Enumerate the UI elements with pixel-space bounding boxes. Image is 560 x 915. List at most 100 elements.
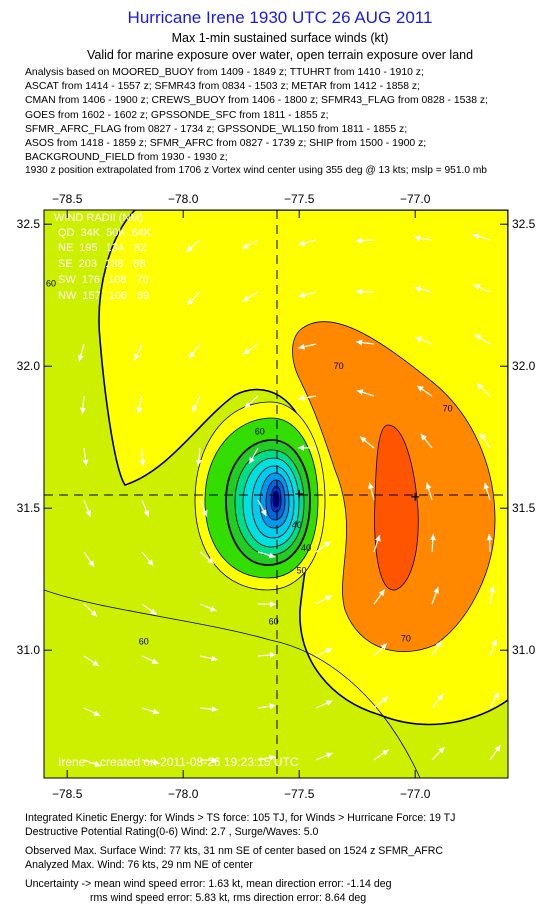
wind-arrow [141, 499, 150, 517]
analysis-line: ASCAT from 1414 - 1557 z; SFMR43 from 08… [25, 81, 421, 93]
wind-arrow [185, 239, 201, 253]
wind-radii-row: NW 157 106 59 [58, 290, 149, 302]
wind-arrow [191, 395, 201, 413]
wind-arrow [242, 291, 259, 302]
wind-arrow [242, 343, 259, 355]
wind-arrow [199, 603, 217, 612]
wind-arrow [136, 395, 143, 414]
wind-arrow [315, 541, 332, 553]
wind-radii-header: QD 34K 50K 64K [58, 227, 152, 239]
wind-radii-row: SE 203 138 88 [58, 258, 146, 270]
analysis-line: Analysis based on MOORED_BUOY from 1409 … [25, 67, 424, 78]
wind-arrow [486, 533, 493, 553]
analysis-line: BACKGROUND_FIELD from 1930 - 1930 z; [25, 152, 228, 164]
wind-arrow [315, 647, 333, 657]
wind-arrow [83, 499, 92, 518]
axis-ticks: −78.5 −78.5 −78.0 −78.0 −77.5 −77.5 −77.0 −77.0… [17, 192, 536, 800]
wind-arrow [315, 700, 333, 709]
wind-arrow [359, 436, 375, 449]
x-tick-label: −77.0 [400, 787, 431, 800]
max-wind-marker [295, 490, 420, 501]
wind-arrow [476, 383, 491, 397]
wind-arrow [431, 586, 439, 605]
wind-arrow [368, 482, 375, 501]
wind-arrow [257, 651, 276, 658]
wind-arrow [431, 746, 445, 761]
wind-arrow [83, 655, 100, 667]
wind-arrow [414, 286, 433, 293]
contour-label: 70 [401, 634, 411, 644]
wind-arrow [431, 640, 442, 657]
y-tick-label: 32.5 [512, 217, 536, 231]
x-tick-label: −78.0 [168, 787, 199, 800]
wind-vectors [77, 233, 501, 767]
wind-arrow [373, 534, 381, 553]
x-tick-label: −78.5 [52, 787, 83, 800]
wind-arrow [489, 744, 501, 761]
wind-arrow [298, 343, 317, 350]
wind-arrow [257, 601, 277, 608]
wind-arrow [298, 291, 317, 298]
wind-arrow [195, 447, 202, 466]
wind-arrow [298, 395, 317, 401]
y-tick-label: 31.5 [512, 501, 536, 515]
wind-field [44, 210, 508, 778]
wind-arrow [141, 551, 154, 567]
wind-arrow [473, 284, 491, 293]
wind-arrow [373, 589, 386, 605]
y-tick-label: 32.5 [17, 217, 41, 231]
wind-arrow [199, 706, 218, 713]
wind-arrow [83, 707, 101, 717]
wind-arrow [420, 433, 433, 449]
wind-arrow [257, 551, 276, 559]
contour-label: 60 [269, 617, 279, 627]
contour-label: 60 [139, 637, 149, 647]
wind-arrow [489, 586, 496, 605]
vortex-core [194, 401, 326, 591]
wind-arrow [199, 551, 215, 565]
wind-arrow [257, 703, 276, 710]
analysis-line: GOES from 1602 - 1602 z; GPSSONDE_SFC fr… [25, 109, 329, 121]
ike-line: Integrated Kinetic Energy: for Winds > T… [25, 812, 456, 824]
wind-arrow [186, 291, 201, 306]
y-tick-label: 31.0 [17, 643, 41, 657]
wind-arrow [373, 696, 389, 709]
x-tick-label: −77.0 [400, 192, 431, 206]
wind-field-chart: −78.5 −78.5 −78.0 −78.0 −77.5 −77.5 −77.0 −77.0… [17, 192, 536, 800]
contour-labels: 60 60 60 60 70 70 70 50 40 40 [46, 279, 453, 647]
wind-arrow [77, 343, 85, 362]
uncertainty-mean: Uncertainty -> mean wind speed error: 1.… [25, 878, 392, 890]
wind-arrow [83, 551, 95, 568]
wind-arrow [257, 499, 267, 517]
analysis-sources: Analysis based on MOORED_BUOY from 1409 … [25, 66, 488, 165]
wind-radii-table: WIND RADII (NM) QD 34K 50K 64K NE 195 134 82 S… [54, 212, 152, 302]
wind-arrow [356, 339, 375, 346]
chart-title: Hurricane Irene 1930 UTC 26 AUG 2011 [127, 8, 433, 27]
contour-label: 40 [292, 520, 302, 530]
wind-arrow [188, 343, 201, 359]
wind-arrow [373, 749, 390, 761]
analysis-line: SFMR_AFRC_FLAG from 0827 - 1734 z; GPSSO… [25, 123, 408, 135]
y-tick-label: 31.0 [512, 643, 536, 657]
plot-frame [43, 209, 509, 779]
x-tick-label: −78.5 [52, 192, 83, 206]
wind-radii-title: WIND RADII (NM) [54, 212, 143, 224]
analysis-line: CMAN from 1406 - 1900 z; CREWS_BUOY from… [25, 95, 488, 107]
wind-arrow [83, 759, 102, 767]
y-tick-label: 31.5 [17, 501, 41, 515]
wind-arrow [415, 336, 433, 345]
wind-arrow [257, 754, 276, 761]
wind-arrow [315, 752, 333, 761]
wind-arrow [141, 655, 159, 665]
analysis-line: ASOS from 1418 - 1859 z; SFMR_AFRC from … [25, 138, 427, 150]
wind-arrow [416, 385, 433, 397]
validity-note: Valid for marine exposure over water, op… [86, 48, 474, 62]
wind-arrow [474, 333, 491, 345]
wind-arrow [141, 759, 160, 766]
contour-label: 40 [301, 543, 311, 553]
wind-arrow [139, 447, 146, 467]
wind-arrow [134, 343, 143, 361]
wind-arrow [298, 239, 317, 247]
wind-arrow [355, 237, 375, 244]
wind-arrow [83, 603, 98, 617]
